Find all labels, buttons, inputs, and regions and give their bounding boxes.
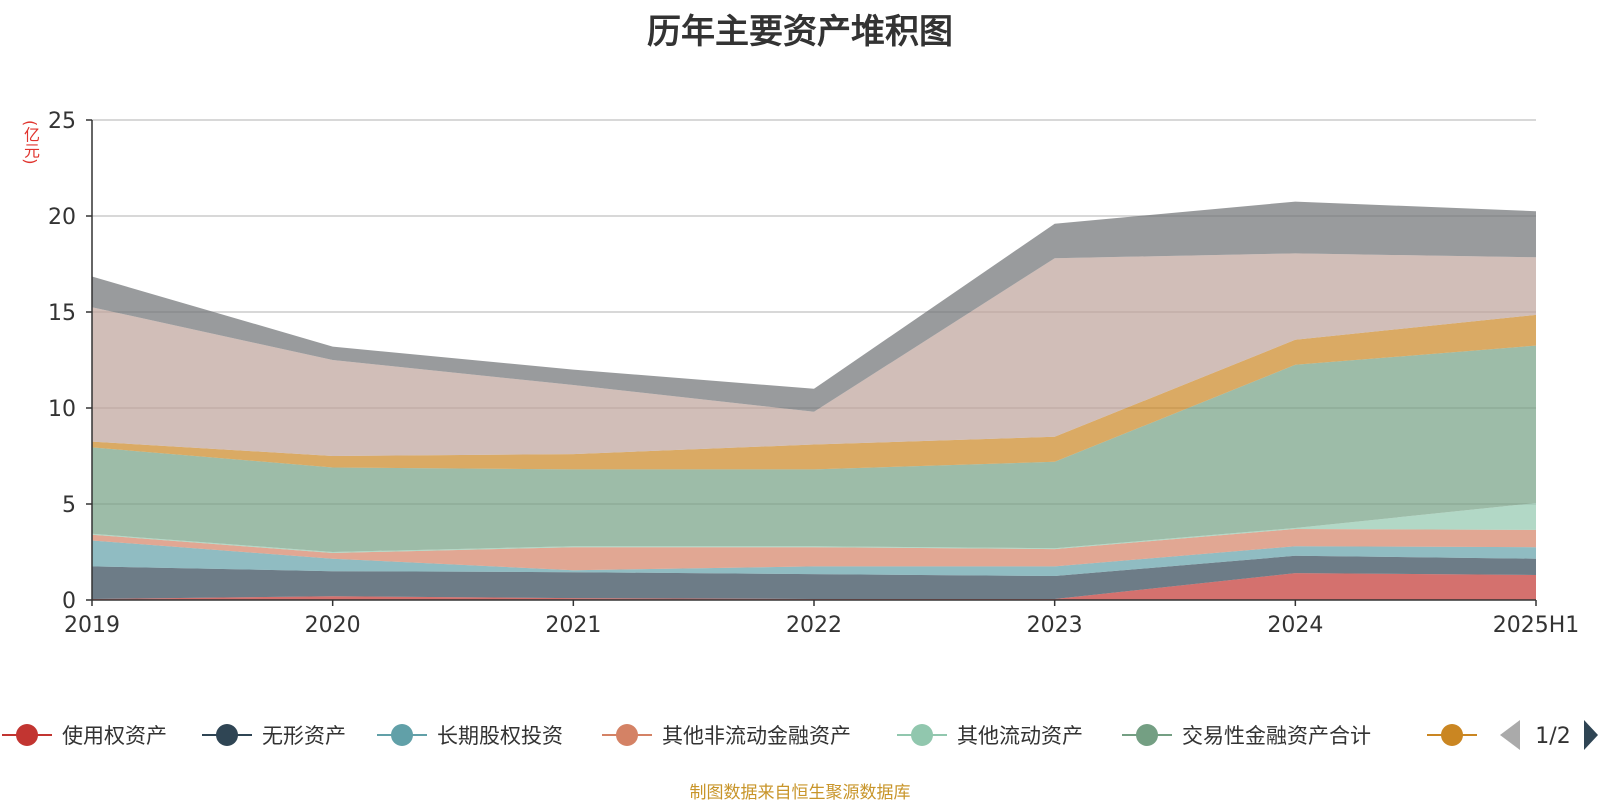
x-tick-label: 2022 [786, 613, 842, 638]
area-series-9 [92, 201, 1536, 412]
y-tick-label: 0 [62, 589, 76, 614]
area-series-8 [92, 253, 1536, 456]
x-tick-label: 2025H1 [1493, 613, 1580, 638]
area-series-4 [92, 529, 1536, 571]
legend-marker[interactable] [1136, 724, 1158, 746]
legend-marker[interactable] [616, 724, 638, 746]
y-unit-label: (亿元) [21, 120, 40, 165]
y-tick-label: 10 [48, 397, 76, 422]
legend-marker[interactable] [1441, 724, 1463, 746]
x-tick-label: 2023 [1027, 613, 1083, 638]
area-series-7 [92, 314, 1536, 470]
area-series-6 [92, 345, 1536, 552]
legend-marker[interactable] [911, 724, 933, 746]
legend-label[interactable]: 无形资产 [262, 724, 346, 748]
legend-next-icon[interactable] [1584, 720, 1598, 750]
legend-label[interactable]: 交易性金融资产合计 [1182, 724, 1371, 748]
y-tick-label: 15 [48, 301, 76, 326]
legend-marker[interactable] [216, 724, 238, 746]
x-tick-label: 2021 [545, 613, 601, 638]
legend-label[interactable]: 其他流动资产 [957, 724, 1083, 748]
legend-marker[interactable] [391, 724, 413, 746]
legend-label[interactable]: 长期股权投资 [437, 724, 563, 748]
y-tick-label: 20 [48, 205, 76, 230]
area-series-2 [92, 555, 1536, 599]
source-note: 制图数据来自恒生聚源数据库 [689, 783, 911, 803]
x-tick-label: 2020 [305, 613, 361, 638]
legend-marker[interactable] [16, 724, 38, 746]
legend-label[interactable]: 其他非流动金融资产 [662, 724, 851, 748]
legend-page-indicator: 1/2 [1535, 724, 1570, 749]
area-series-1 [92, 573, 1536, 600]
x-tick-label: 2019 [64, 613, 120, 638]
area-series-3 [92, 540, 1536, 576]
y-tick-label: 5 [62, 493, 76, 518]
x-tick-label: 2024 [1267, 613, 1323, 638]
chart-title: 历年主要资产堆积图 [647, 12, 953, 52]
y-tick-label: 25 [48, 109, 76, 134]
legend-prev-icon[interactable] [1500, 720, 1520, 750]
legend-label[interactable]: 使用权资产 [62, 724, 167, 748]
